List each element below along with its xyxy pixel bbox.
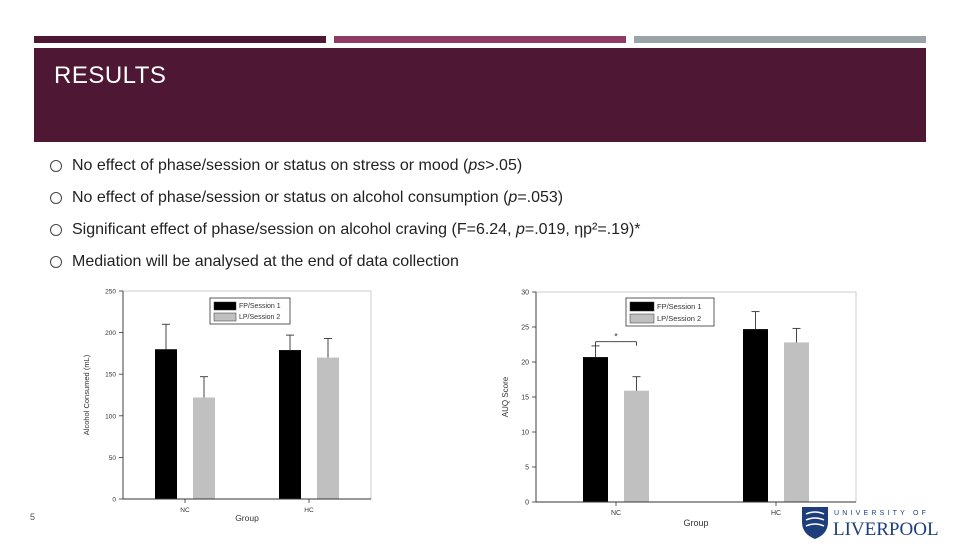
top-bar-1 <box>34 36 326 43</box>
y-tick-label: 100 <box>105 413 116 420</box>
bullet-circle-icon <box>50 256 62 268</box>
x-tick-label: NC <box>611 510 621 517</box>
legend-label: FP/Session 1 <box>239 303 281 310</box>
bullet-circle-icon <box>50 160 62 172</box>
y-tick-label: 10 <box>521 430 529 437</box>
legend-label: LP/Session 2 <box>657 314 701 323</box>
legend-swatch <box>213 301 237 311</box>
x-tick-label: NC <box>180 507 190 514</box>
legend-swatch <box>629 301 655 312</box>
y-tick-label: 25 <box>521 325 529 332</box>
results-bullet-list: No effect of phase/session or status on … <box>50 150 910 278</box>
y-tick-label: 15 <box>521 395 529 402</box>
page-number: 5 <box>30 512 36 522</box>
y-tick-label: 0 <box>112 497 116 504</box>
y-axis-label: Alcohol Consumed (mL) <box>82 354 91 435</box>
legend-swatch <box>629 313 655 324</box>
y-tick-label: 200 <box>105 330 116 337</box>
title-banner: RESULTS <box>34 48 926 142</box>
y-tick-label: 5 <box>525 465 529 472</box>
bullet-circle-icon <box>50 192 62 204</box>
y-tick-label: 30 <box>521 290 529 297</box>
alcohol-consumed-chart: 0 50 100 150 200 250 Alcohol Consumed (mL) Grou… <box>70 282 410 532</box>
bar-fp-session-1-hc <box>743 329 768 502</box>
x-tick-label: HC <box>304 507 314 514</box>
bullet-item: No effect of phase/session or status on … <box>50 182 910 214</box>
significance-marker: * <box>614 332 618 342</box>
bullet-item: No effect of phase/session or status on … <box>50 150 910 182</box>
y-tick-label: 0 <box>525 500 529 507</box>
legend-label: LP/Session 2 <box>239 314 280 321</box>
auq-score-chart: 0 5 10 15 20 25 30 AUQ Score Group NC HC FP/Session… <box>490 282 860 532</box>
y-tick-label: 250 <box>105 289 116 296</box>
liverpool-crest-icon: UNIVERSITY OF LIVERPOOL <box>802 507 939 540</box>
bar-lp-session-2-nc <box>193 397 215 499</box>
x-axis-label: Group <box>235 513 259 523</box>
y-axis-label: AUQ Score <box>501 376 510 417</box>
auq-score-chart-svg: 0 5 10 15 20 25 30 AUQ Score Group NC HC FP/Session… <box>501 290 857 528</box>
logo-university-of: UNIVERSITY OF <box>834 510 929 517</box>
bar-lp-session-2-hc <box>317 357 339 499</box>
x-tick-label: HC <box>771 510 781 517</box>
logo-liverpool: LIVERPOOL <box>833 519 939 540</box>
bar-fp-session-1-hc <box>279 350 301 499</box>
legend-label: FP/Session 1 <box>657 302 702 311</box>
bar-fp-session-1-nc <box>583 357 608 502</box>
bullet-circle-icon <box>50 224 62 236</box>
top-bar-3 <box>634 36 926 43</box>
alcohol-consumed-chart-svg: 0 50 100 150 200 250 Alcohol Consumed (mL) Grou… <box>82 289 372 523</box>
bar-lp-session-2-hc <box>784 342 809 502</box>
slide-title: RESULTS <box>54 62 167 89</box>
x-axis-label: Group <box>683 518 708 528</box>
y-tick-label: 50 <box>109 455 117 462</box>
bar-lp-session-2-nc <box>624 390 649 502</box>
y-tick-label: 150 <box>105 372 116 379</box>
top-bar-2 <box>334 36 626 43</box>
bullet-item: Significant effect of phase/session on a… <box>50 214 910 246</box>
bar-fp-session-1-nc <box>155 349 177 499</box>
university-logo: UNIVERSITY OF LIVERPOOL <box>800 504 940 540</box>
bullet-item: Mediation will be analysed at the end of… <box>50 246 910 278</box>
y-tick-label: 20 <box>521 360 529 367</box>
legend-swatch <box>213 312 237 322</box>
